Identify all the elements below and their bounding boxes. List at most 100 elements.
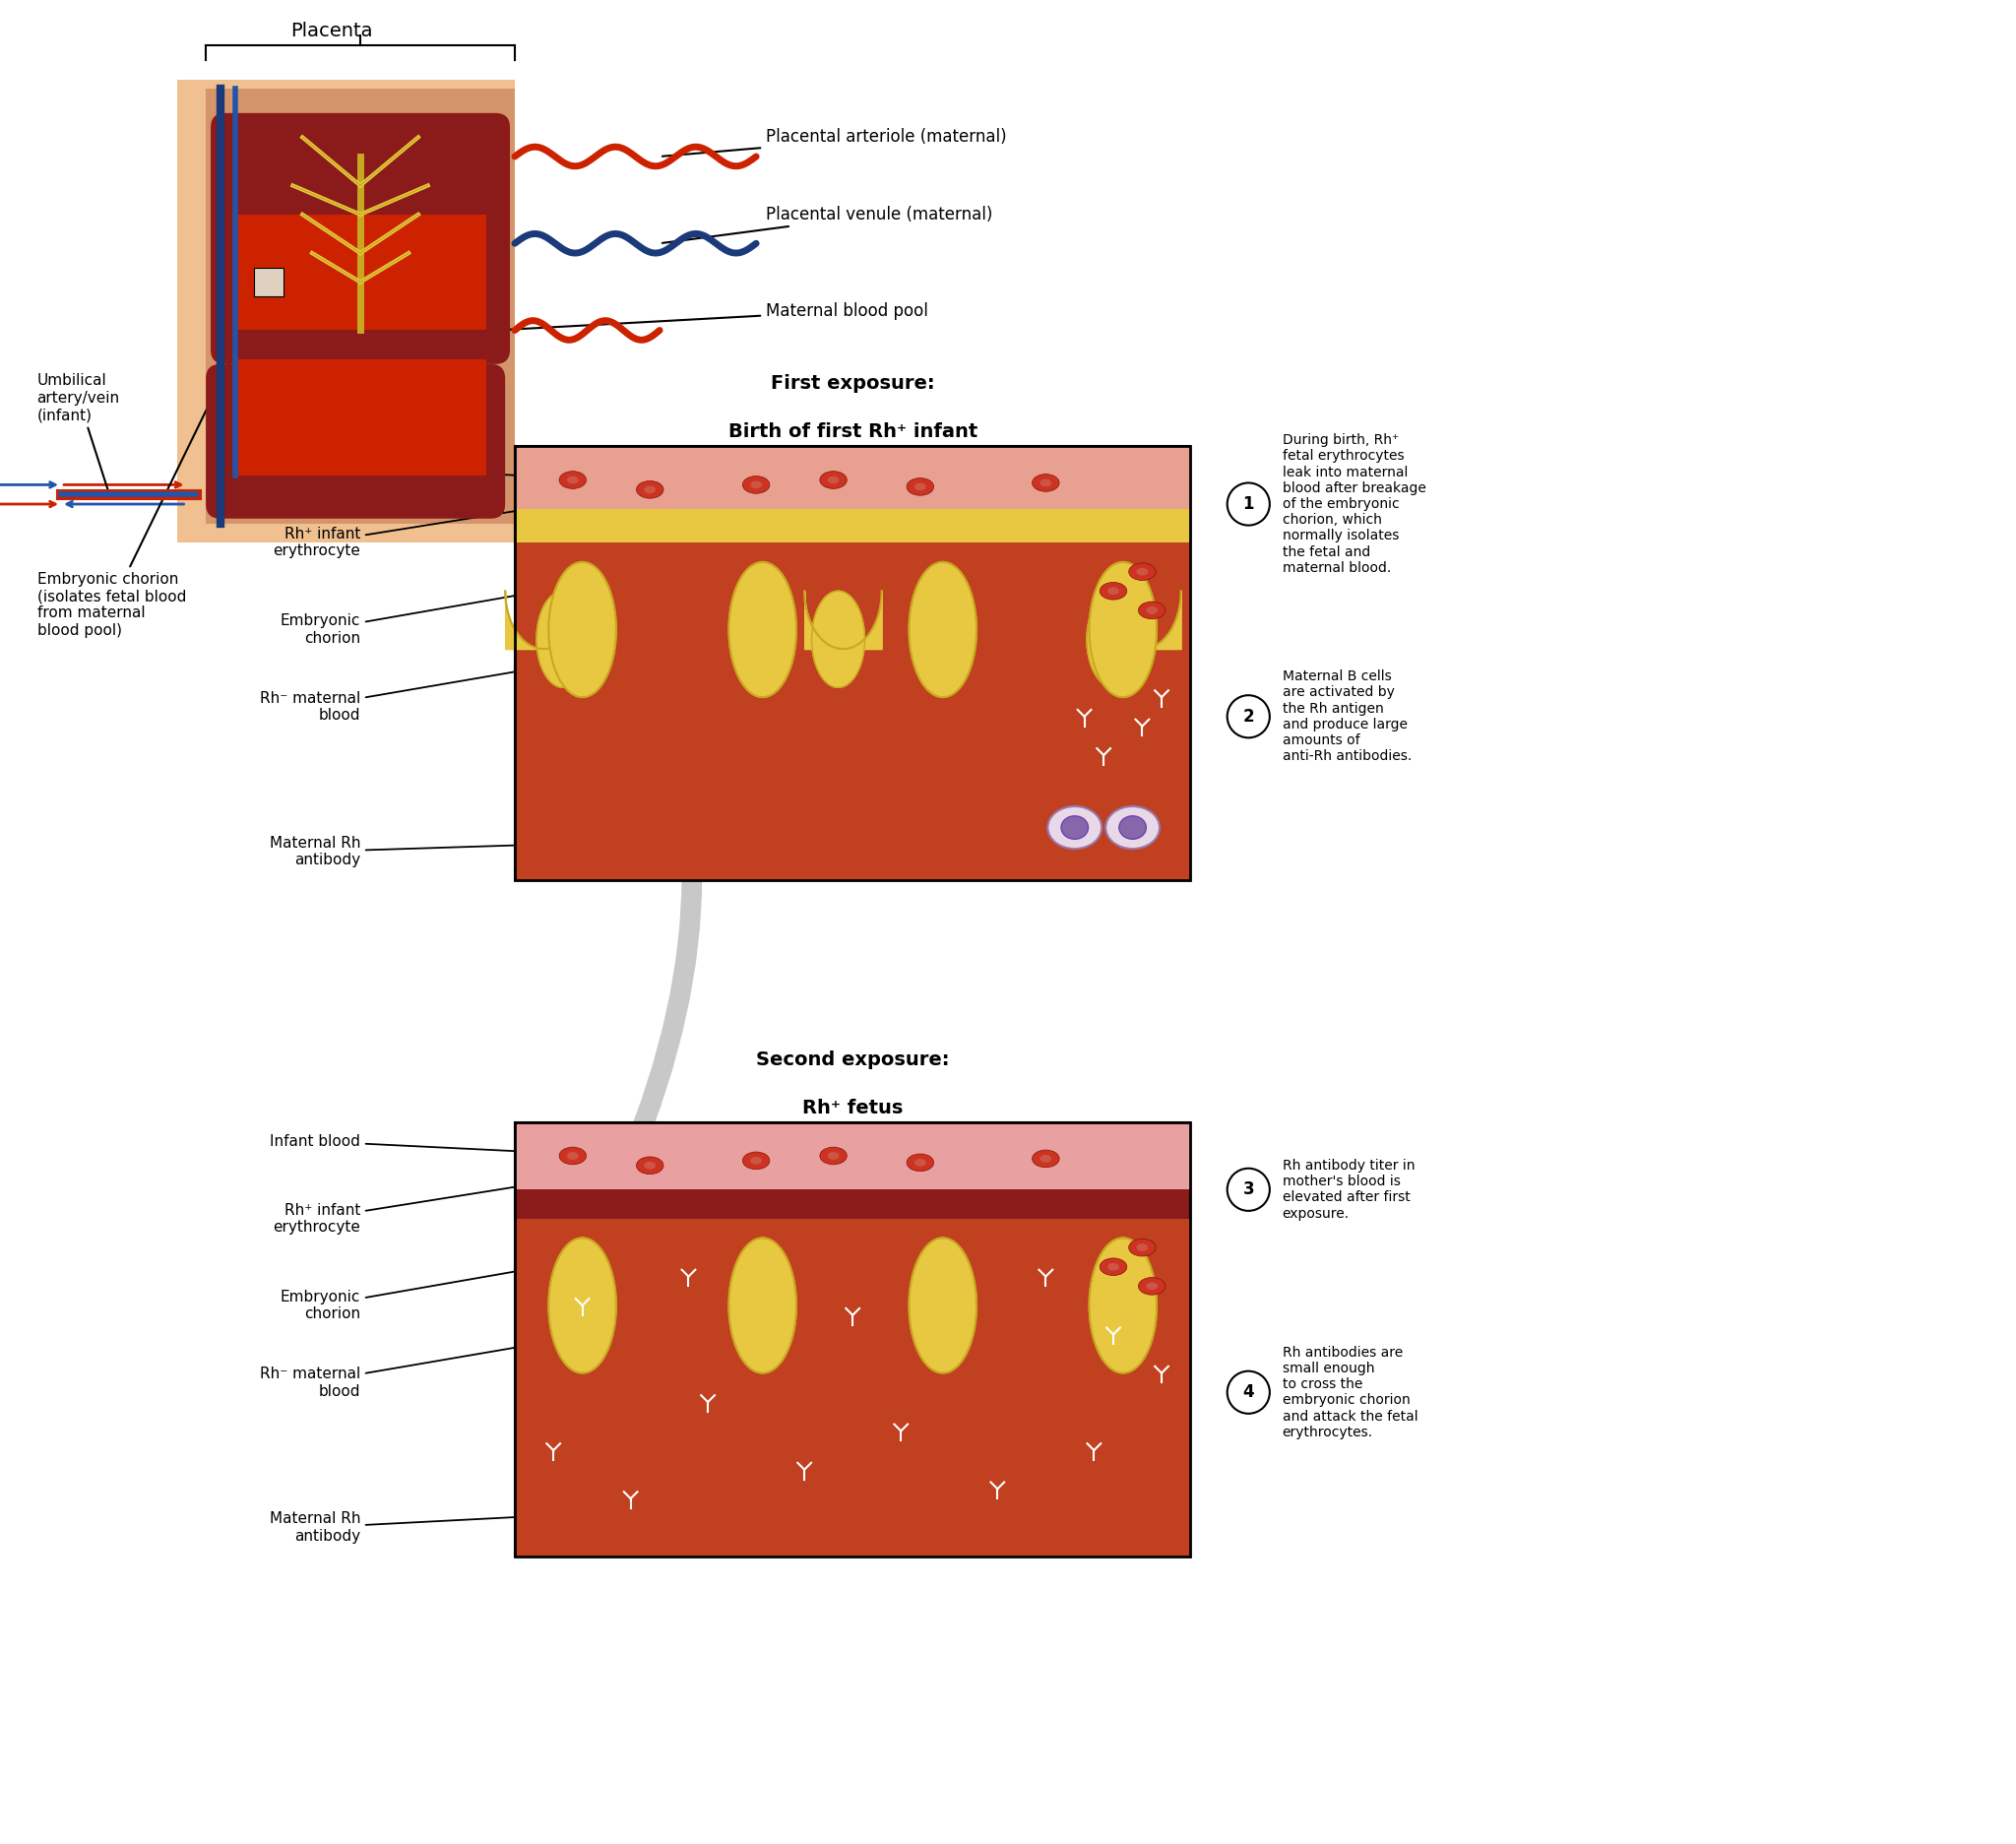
Ellipse shape (566, 1152, 579, 1160)
Text: 3: 3 (1242, 1180, 1254, 1199)
Text: Maternal Rh
antibody: Maternal Rh antibody (270, 828, 1073, 869)
Ellipse shape (558, 1147, 587, 1165)
Ellipse shape (1107, 586, 1119, 596)
Circle shape (1228, 1372, 1270, 1414)
Ellipse shape (1048, 806, 1101, 848)
Bar (514, 446, 1191, 881)
Ellipse shape (1032, 1151, 1058, 1167)
Ellipse shape (1147, 607, 1157, 614)
Ellipse shape (1040, 1154, 1052, 1162)
Text: Rh antibody titer in
mother's blood is
elevated after first
exposure.: Rh antibody titer in mother's blood is e… (1282, 1158, 1415, 1221)
Text: Rh⁺ infant
erythrocyte: Rh⁺ infant erythrocyte (272, 1165, 647, 1234)
Ellipse shape (637, 1156, 663, 1175)
Ellipse shape (1101, 583, 1127, 599)
Ellipse shape (907, 478, 933, 496)
Ellipse shape (1147, 1282, 1157, 1291)
Text: Placenta: Placenta (290, 22, 373, 41)
Text: Rh antibodies are
small enough
to cross the
embryonic chorion
and attack the fet: Rh antibodies are small enough to cross … (1282, 1346, 1417, 1438)
Ellipse shape (558, 472, 587, 489)
FancyBboxPatch shape (206, 363, 506, 518)
Polygon shape (1087, 590, 1139, 688)
Text: Infant blood: Infant blood (270, 1134, 609, 1156)
Ellipse shape (821, 1147, 847, 1165)
Polygon shape (909, 562, 976, 697)
Text: Placental arteriole (maternal): Placental arteriole (maternal) (663, 129, 1006, 157)
Text: Rh⁺ infant
erythrocyte: Rh⁺ infant erythrocyte (272, 491, 647, 559)
Ellipse shape (1137, 568, 1147, 575)
Text: Embryonic
chorion: Embryonic chorion (280, 562, 706, 645)
Polygon shape (536, 590, 589, 688)
Text: 1: 1 (1242, 496, 1254, 513)
Ellipse shape (915, 1158, 925, 1167)
Ellipse shape (566, 476, 579, 483)
Text: Birth of first Rh⁺ infant: Birth of first Rh⁺ infant (728, 422, 978, 441)
Ellipse shape (829, 1152, 839, 1160)
FancyBboxPatch shape (212, 112, 510, 363)
Bar (206, 89, 514, 524)
Ellipse shape (1139, 601, 1165, 620)
Text: Infant blood: Infant blood (270, 457, 609, 479)
Ellipse shape (1137, 1243, 1147, 1252)
Text: Rh⁺ fetus: Rh⁺ fetus (802, 1099, 903, 1117)
Text: Embryonic
chorion: Embryonic chorion (280, 1239, 706, 1322)
Bar (514, 509, 1191, 542)
Ellipse shape (645, 1162, 655, 1169)
Polygon shape (548, 562, 617, 697)
Polygon shape (548, 1237, 617, 1374)
Text: 2: 2 (1242, 708, 1254, 725)
Ellipse shape (1101, 1258, 1127, 1276)
Polygon shape (909, 1237, 976, 1374)
Ellipse shape (742, 476, 770, 494)
Bar (514, 1121, 1191, 1189)
Ellipse shape (637, 481, 663, 498)
Ellipse shape (1032, 474, 1058, 492)
Circle shape (1228, 1169, 1270, 1212)
Text: Rh⁻ maternal
blood: Rh⁻ maternal blood (260, 658, 589, 723)
Ellipse shape (915, 483, 925, 491)
Text: Placental venule (maternal): Placental venule (maternal) (663, 205, 992, 243)
Bar (177, 79, 514, 542)
Text: Second exposure:: Second exposure: (756, 1051, 950, 1070)
Circle shape (1228, 695, 1270, 738)
Ellipse shape (750, 481, 762, 489)
FancyArrowPatch shape (270, 299, 691, 1272)
Bar (514, 446, 1191, 514)
Ellipse shape (742, 1152, 770, 1169)
Bar (514, 1219, 1191, 1556)
Bar (514, 446, 1191, 509)
Text: Rh⁻ maternal
blood: Rh⁻ maternal blood (260, 1335, 589, 1398)
Bar (234, 360, 486, 476)
Text: Embryonic chorion
(isolates fetal blood
from maternal
blood pool): Embryonic chorion (isolates fetal blood … (36, 284, 268, 638)
Text: Maternal Rh
antibody: Maternal Rh antibody (270, 1508, 685, 1543)
Ellipse shape (1107, 1263, 1119, 1271)
Ellipse shape (907, 1154, 933, 1171)
Ellipse shape (1060, 815, 1089, 839)
Text: During birth, Rh⁺
fetal erythrocytes
leak into maternal
blood after breakage
of : During birth, Rh⁺ fetal erythrocytes lea… (1282, 433, 1425, 575)
Polygon shape (730, 1237, 796, 1374)
Ellipse shape (821, 472, 847, 489)
Polygon shape (1089, 1237, 1157, 1374)
Text: First exposure:: First exposure: (770, 374, 935, 393)
Ellipse shape (1129, 562, 1155, 581)
Bar (514, 1121, 1191, 1556)
Bar (234, 214, 486, 330)
Circle shape (1228, 483, 1270, 526)
Ellipse shape (1139, 1278, 1165, 1294)
Text: 4: 4 (1242, 1383, 1254, 1401)
Bar (514, 446, 1191, 881)
Text: Maternal B cells
are activated by
the Rh antigen
and produce large
amounts of
an: Maternal B cells are activated by the Rh… (1282, 669, 1411, 763)
Ellipse shape (829, 476, 839, 483)
FancyArrowPatch shape (272, 297, 569, 680)
Polygon shape (730, 562, 796, 697)
Text: Umbilical
artery/vein
(infant): Umbilical artery/vein (infant) (36, 372, 119, 492)
Ellipse shape (1119, 815, 1147, 839)
Bar (254, 267, 282, 297)
Ellipse shape (1040, 479, 1052, 487)
Bar (514, 542, 1191, 881)
Text: Maternal blood pool: Maternal blood pool (498, 302, 927, 330)
Bar (514, 1121, 1191, 1556)
Ellipse shape (750, 1156, 762, 1165)
Polygon shape (1089, 562, 1157, 697)
Ellipse shape (645, 485, 655, 494)
Polygon shape (812, 590, 865, 688)
